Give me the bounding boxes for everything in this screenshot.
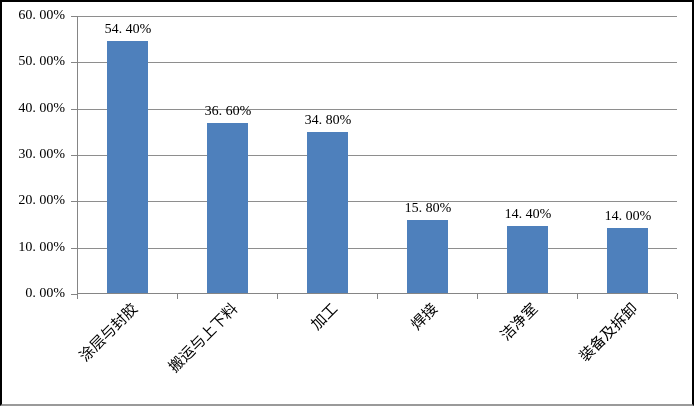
y-axis-tick xyxy=(71,16,77,17)
x-category-label: 涂层与封胶 xyxy=(76,301,142,366)
bar-4 xyxy=(407,219,448,293)
y-axis-tick-label: 0. 00% xyxy=(25,286,65,301)
gridline xyxy=(78,201,677,203)
y-axis-tick-label: 50. 00% xyxy=(18,54,65,70)
bar-value-label: 34. 80% xyxy=(304,112,352,128)
bar-value-label: 15. 80% xyxy=(404,200,452,216)
x-axis-tick xyxy=(577,294,578,299)
y-axis-tick-label: 40. 00% xyxy=(18,100,65,116)
bar-5 xyxy=(507,226,548,293)
bar-value-label: 14. 00% xyxy=(604,209,652,225)
y-axis-tick xyxy=(71,155,77,156)
x-category-label: 洁净室 xyxy=(498,301,542,345)
bar-value-label: 14. 40% xyxy=(504,207,552,223)
y-axis-tick-label: 10. 00% xyxy=(18,239,65,255)
bar-value-label: 36. 60% xyxy=(204,104,252,120)
y-axis-tick xyxy=(71,201,77,203)
x-category-label: 加工 xyxy=(308,301,342,334)
bar-value-label: 54. 40% xyxy=(104,21,152,37)
gridline xyxy=(78,108,677,110)
y-axis-tick-label: 20. 00% xyxy=(18,193,65,209)
x-axis-tick xyxy=(277,294,278,299)
gridline xyxy=(78,16,677,17)
gridline xyxy=(78,155,677,156)
y-axis-tick xyxy=(71,247,77,249)
gridline xyxy=(78,247,677,249)
bar-6 xyxy=(607,228,648,293)
y-axis-tick xyxy=(71,294,77,295)
x-axis-tick xyxy=(477,294,478,299)
y-axis-tick-label: 60. 00% xyxy=(18,8,65,23)
x-category-label: 装备及拆卸 xyxy=(576,301,642,366)
y-axis-tick xyxy=(71,62,77,64)
x-category-label: 焊接 xyxy=(408,301,442,334)
plot-area: 54. 40% 36. 60% 34. 80% 15. 80% 14. 40% 14. 0… xyxy=(77,16,677,294)
x-axis-tick xyxy=(677,294,678,299)
x-axis-tick xyxy=(377,294,378,299)
bar-1 xyxy=(107,40,148,293)
x-axis-tick xyxy=(177,294,178,299)
y-axis-tick xyxy=(71,108,77,110)
x-category-label: 搬运与上下料 xyxy=(166,301,242,376)
y-axis-tick-label: 30. 00% xyxy=(18,147,65,162)
gridline xyxy=(78,62,677,64)
bar-3 xyxy=(307,131,348,293)
bar-2 xyxy=(207,123,248,293)
x-axis-tick xyxy=(77,294,78,299)
